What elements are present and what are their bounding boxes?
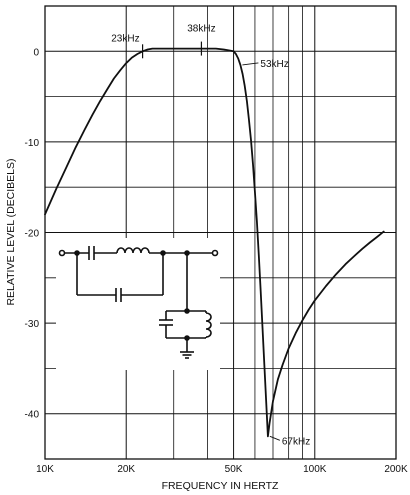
circuit-inset-background: [56, 238, 220, 370]
y-tick-label: -20: [25, 229, 40, 240]
x-tick-label: 20K: [117, 464, 135, 475]
x-axis-title: FREQUENCY IN HERTZ: [162, 480, 279, 492]
y-tick-label: -40: [25, 410, 40, 421]
y-tick-label: -30: [25, 319, 40, 330]
y-axis-title: RELATIVE LEVEL (DECIBELS): [5, 158, 17, 305]
input-terminal: [58, 249, 66, 257]
tick-labels: 10K 20K 50K 100K 200K 0 -10 -20 -30 -40: [25, 47, 408, 475]
annotations: 23kHz 38kHz 53kHz 67kHz: [111, 24, 310, 448]
x-tick-label: 10K: [36, 464, 54, 475]
annotation-label: 67kHz: [282, 436, 310, 447]
annotation-label: 38kHz: [187, 24, 215, 35]
series-line-response: [44, 47, 385, 438]
y-tick-label: -10: [25, 138, 40, 149]
output-terminal: [211, 249, 219, 257]
annotation-markers: [141, 41, 281, 441]
annotation-label: 23kHz: [111, 33, 139, 44]
annotation-label: 53kHz: [260, 59, 288, 70]
x-tick-label: 50K: [225, 464, 243, 475]
annotation-leader: [242, 62, 259, 66]
series-inductor: [116, 247, 150, 254]
annotation-leader: [269, 435, 281, 441]
tank-inductor: [205, 312, 212, 338]
grid: [44, 5, 397, 460]
x-tick-label: 200K: [384, 464, 408, 475]
x-tick-label: 100K: [303, 464, 327, 475]
y-tick-label: 0: [33, 47, 39, 58]
circuit-inset-diagram: [56, 238, 220, 370]
plot-frame: [44, 5, 397, 460]
